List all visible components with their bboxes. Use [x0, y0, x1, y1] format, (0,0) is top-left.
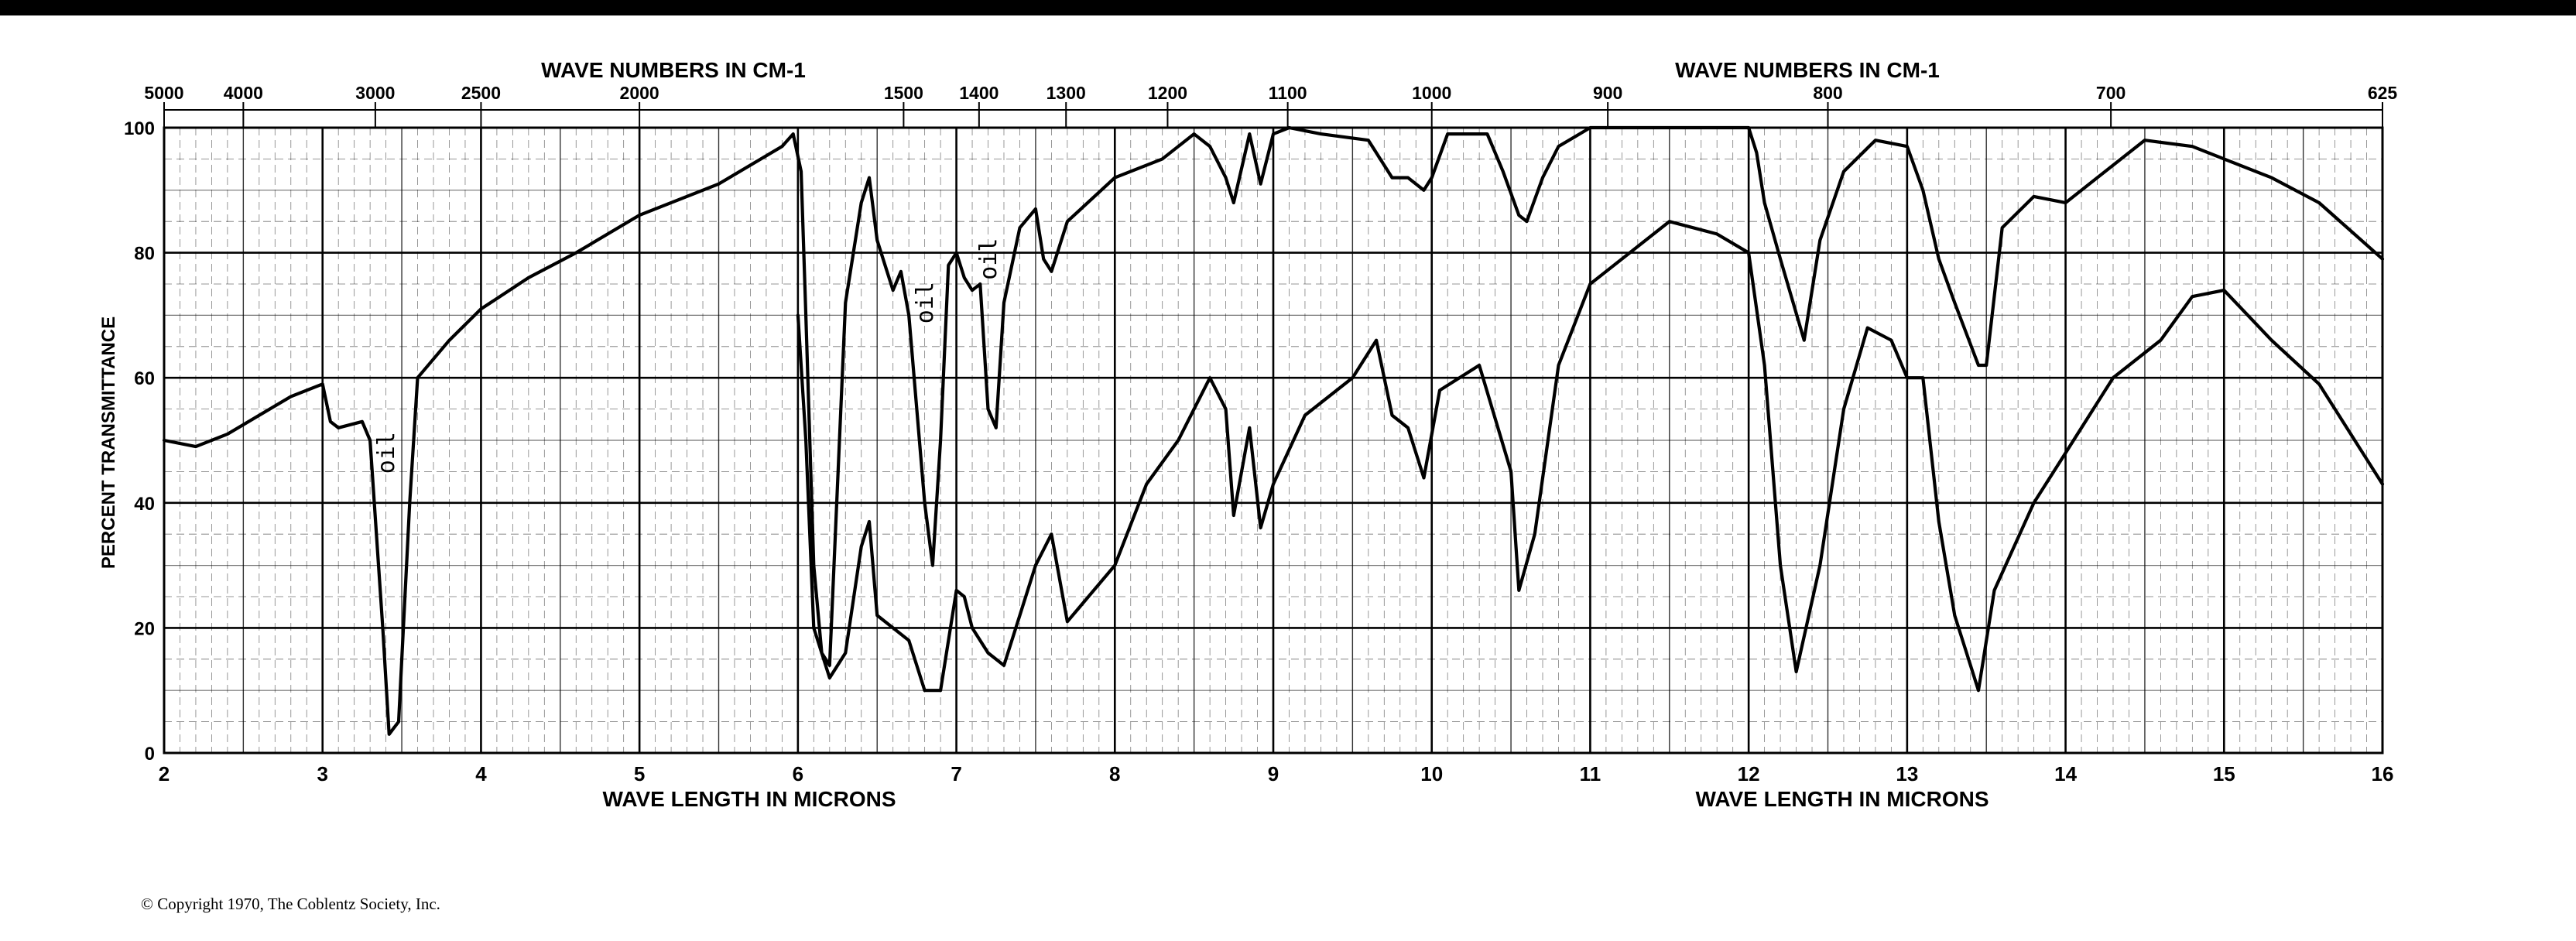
wavenumber-tick-label: 1300 — [1046, 83, 1086, 103]
x-tick-label: 7 — [951, 762, 961, 785]
wavenumber-tick-label: 5000 — [144, 83, 183, 103]
oil-annotation: oil — [912, 282, 939, 323]
copyright-notice: © Copyright 1970, The Coblentz Society, … — [141, 895, 440, 913]
wavenumber-tick-label: 700 — [2096, 83, 2126, 103]
wavenumber-tick-label: 1200 — [1148, 83, 1187, 103]
x-tick-label: 16 — [2372, 762, 2394, 785]
y-tick-label: 100 — [124, 118, 155, 139]
y-tick-label: 40 — [134, 494, 155, 515]
top-axis-title-left: WAVE NUMBERS IN CM-1 — [541, 58, 806, 82]
x-tick-label: 10 — [1420, 762, 1443, 785]
spectrum-series-line-1 — [162, 125, 2385, 736]
wavenumber-tick-label: 625 — [2368, 83, 2398, 103]
x-tick-label: 9 — [1268, 762, 1279, 785]
wavenumber-tick-label: 800 — [1813, 83, 1842, 103]
oil-annotation: oil — [975, 238, 1002, 280]
x-tick-label: 14 — [2054, 762, 2077, 785]
x-axis-title-left: WAVE LENGTH IN MICRONS — [602, 787, 896, 811]
wavenumber-tick-label: 1000 — [1412, 83, 1451, 103]
top-border-bar — [0, 0, 2576, 15]
wavenumber-tick-label: 4000 — [224, 83, 263, 103]
wavenumber-tick-label: 1500 — [884, 83, 923, 103]
x-tick-label: 4 — [475, 762, 487, 785]
x-tick-label: 11 — [1580, 762, 1601, 785]
oil-annotation: oil — [373, 432, 400, 474]
x-tick-label: 8 — [1109, 762, 1120, 785]
series-layer — [162, 125, 2385, 736]
top-axis-title-right: WAVE NUMBERS IN CM-1 — [1675, 58, 1940, 82]
wavenumber-tick-label: 900 — [1593, 83, 1622, 103]
x-tick-label: 2 — [159, 762, 170, 785]
wavenumber-tick-label: 3000 — [355, 83, 395, 103]
annotations-layer: oil oil oil — [373, 238, 1002, 474]
x-axis-ticks: 2 3 4 5 6 7 8 9 10 11 12 13 14 15 16 — [159, 762, 2394, 785]
wavenumber-tick-label: 2500 — [461, 83, 501, 103]
y-axis-title: PERCENT TRANSMITTANCE — [98, 317, 119, 569]
x-tick-label: 3 — [317, 762, 327, 785]
wavenumber-tick-label: 1400 — [959, 83, 999, 103]
x-axis-title-right: WAVE LENGTH IN MICRONS — [1695, 787, 1989, 811]
y-tick-label: 80 — [134, 244, 155, 265]
spectrum-series-line-2 — [796, 220, 2385, 693]
x-tick-label: 12 — [1738, 762, 1760, 785]
y-axis-ticks: 0 20 40 60 80 100 — [124, 118, 155, 765]
y-tick-label: 0 — [145, 744, 155, 765]
y-tick-label: 60 — [134, 368, 155, 389]
wavenumber-axis-ticks: 5000 4000 3000 2500 2000 1500 1400 1300 1200 1100… — [144, 83, 2397, 128]
wavenumber-tick-label: 1100 — [1269, 83, 1307, 103]
x-tick-label: 5 — [634, 762, 645, 785]
y-tick-label: 20 — [134, 618, 155, 639]
x-tick-label: 15 — [2213, 762, 2235, 785]
wavenumber-tick-label: 2000 — [620, 83, 659, 103]
x-tick-label: 6 — [793, 762, 803, 785]
x-tick-label: 13 — [1896, 762, 1918, 785]
